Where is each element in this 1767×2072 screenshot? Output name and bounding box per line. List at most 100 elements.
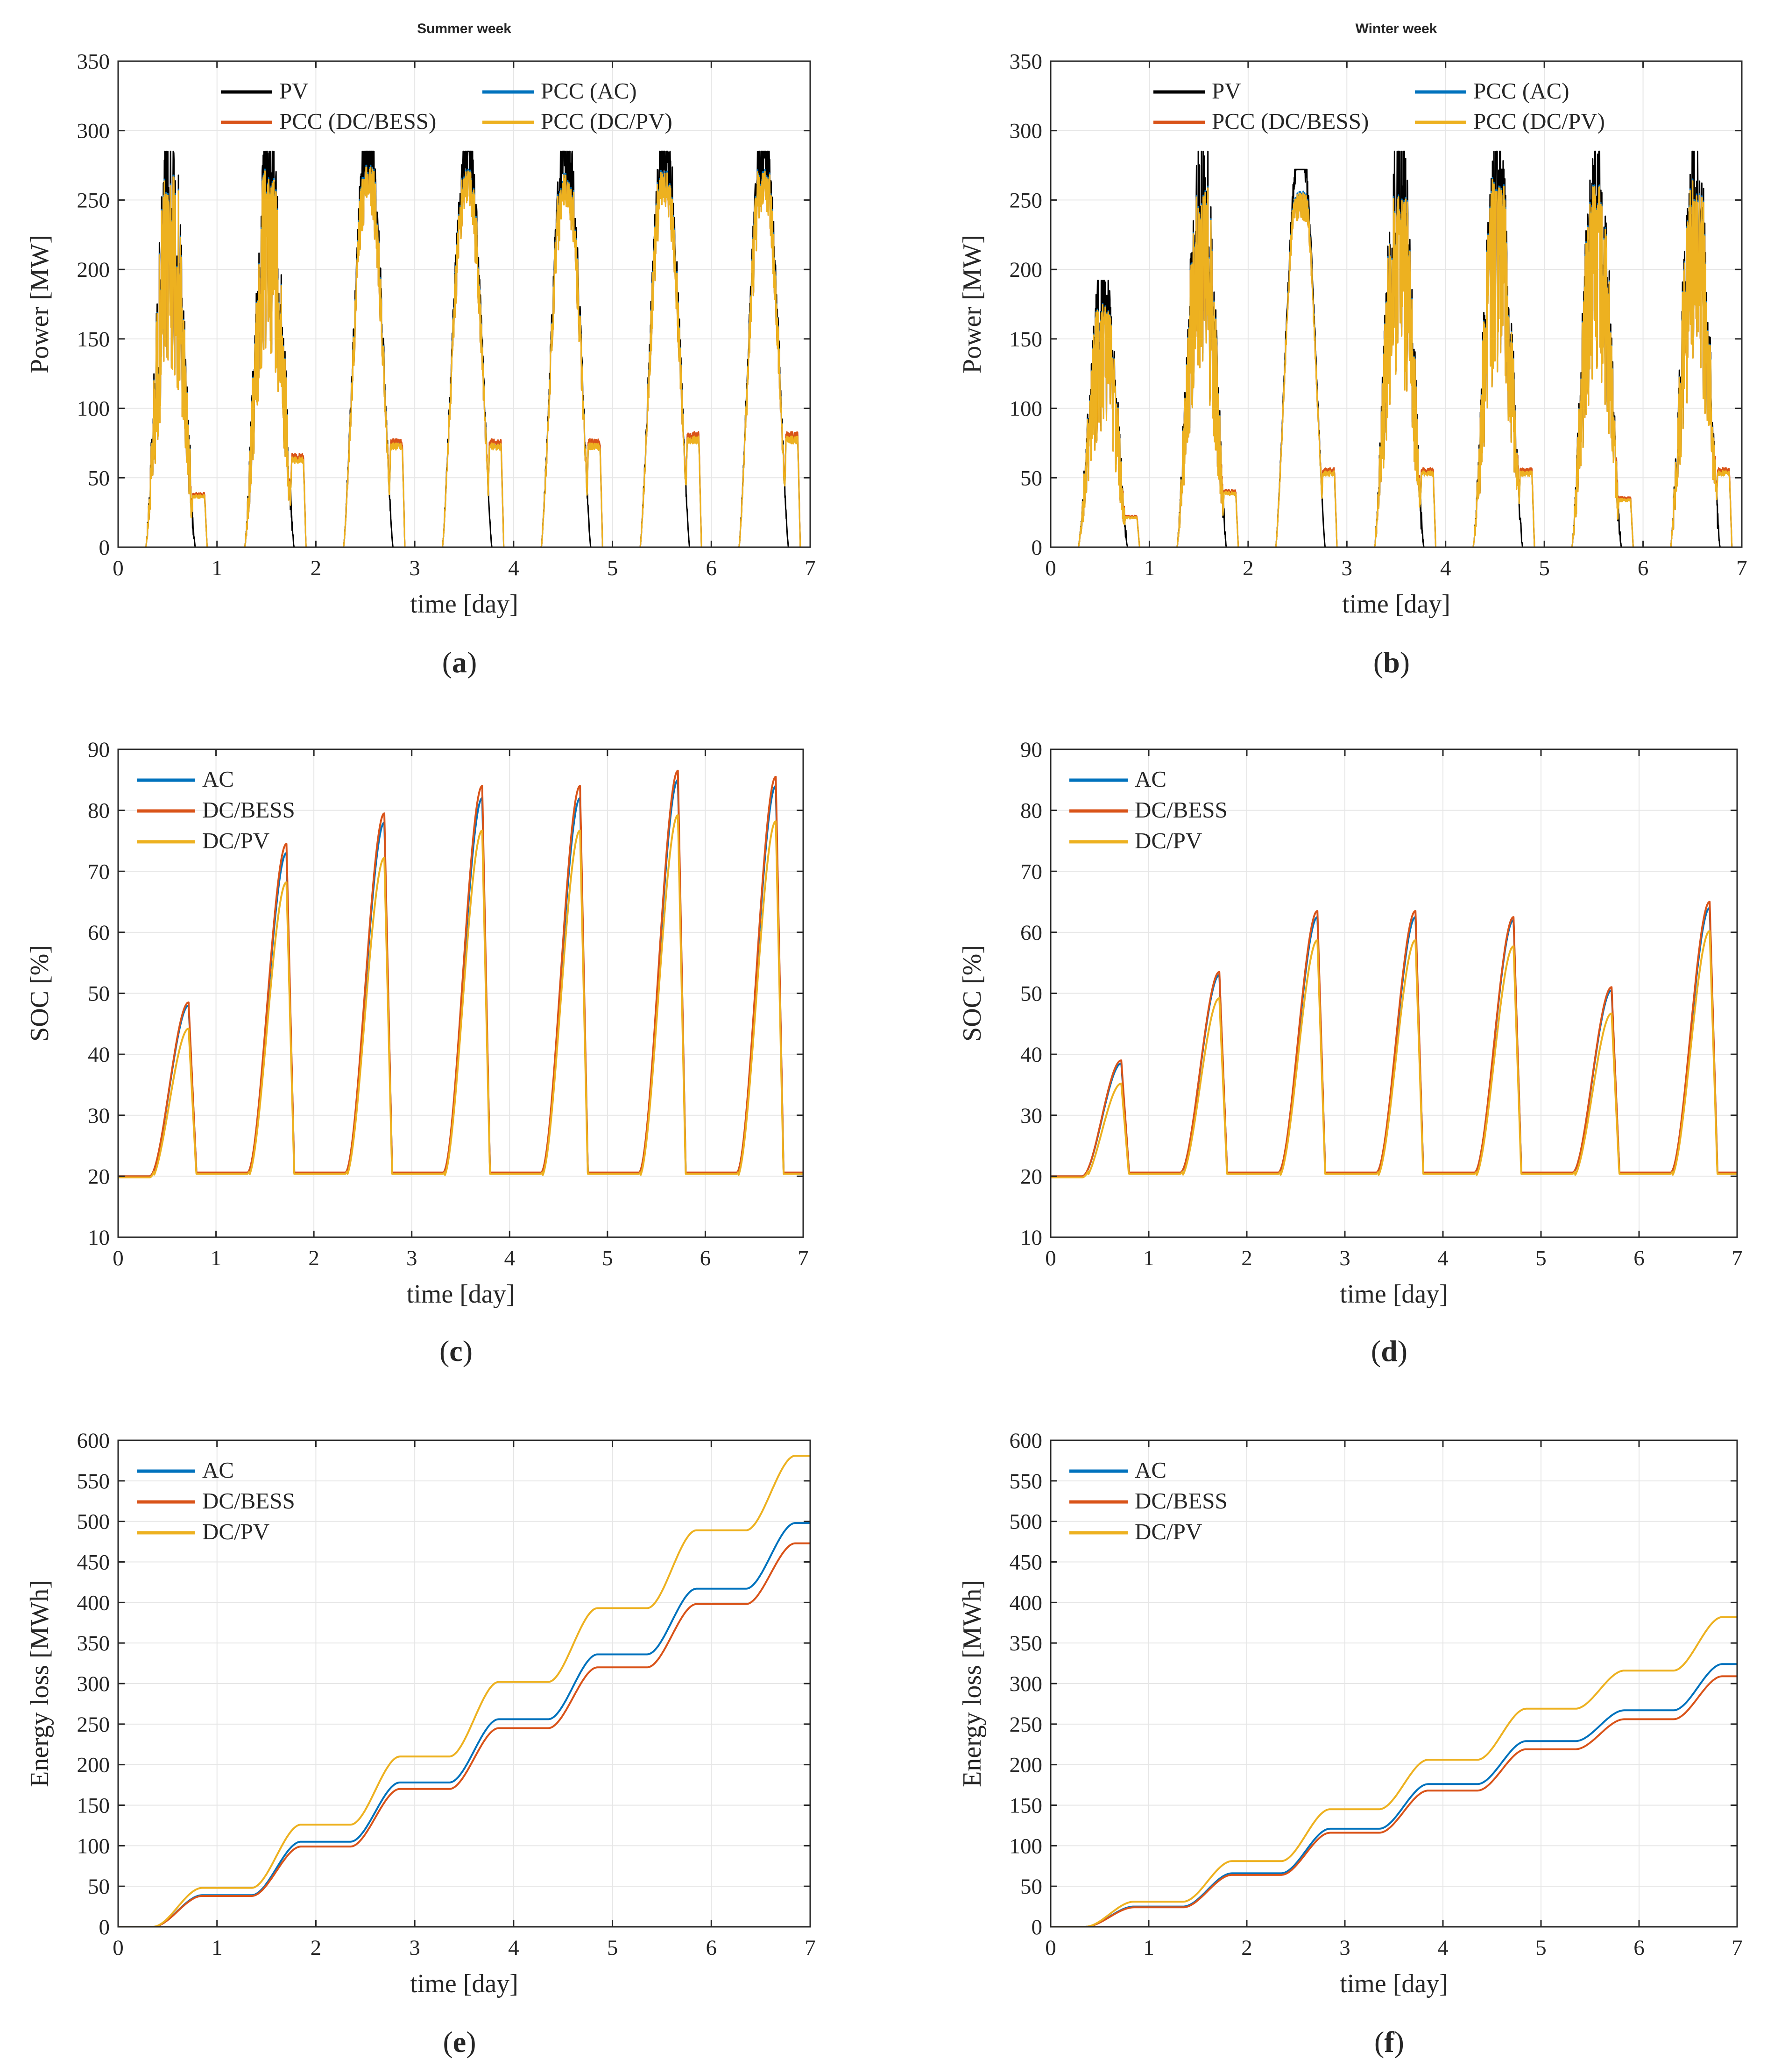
y-tick-label: 30 [1020, 1104, 1042, 1128]
y-tick-label: 60 [1020, 921, 1042, 945]
y-tick-label: 300 [1010, 1672, 1043, 1696]
legend-entry: AC [202, 1457, 234, 1483]
y-tick-label: 80 [1020, 799, 1042, 823]
y-tick-label: 10 [1020, 1226, 1042, 1250]
panel-d: 0 1 2 3 4 5 6 7 10 20 30 40 50 60 70 80 90 time [day] SOC … [958, 738, 1743, 1367]
panel-caption-letter: c [449, 1334, 462, 1367]
x-tick-label: 7 [805, 556, 816, 580]
x-tick-label: 4 [508, 556, 519, 580]
x-tick-label: 2 [308, 1246, 319, 1270]
x-axis-label: time [day] [407, 1280, 515, 1309]
legend-entry: PV [279, 78, 309, 104]
x-tick-label: 7 [1732, 1936, 1743, 1960]
y-tick-label: 100 [1010, 1834, 1043, 1858]
series-line-dc-bess [118, 769, 803, 1177]
y-tick-label: 450 [77, 1550, 110, 1575]
x-axis-label: time [day] [410, 1969, 518, 1998]
y-tick-label: 0 [99, 536, 110, 560]
x-tick-label: 7 [1736, 556, 1747, 580]
x-tick-label: 5 [607, 556, 618, 580]
x-tick-label: 3 [1342, 556, 1353, 580]
y-tick-label: 150 [1010, 327, 1043, 352]
x-tick-label: 1 [212, 556, 223, 580]
x-tick-label: 1 [212, 1936, 223, 1960]
series-line-dc-bess [118, 1542, 810, 1927]
x-tick-label: 7 [798, 1246, 809, 1270]
series-line-dc-pv [118, 1455, 810, 1927]
x-tick-label: 7 [1732, 1246, 1743, 1270]
panel-caption: (c) [439, 1334, 473, 1367]
x-tick-label: 0 [113, 1246, 124, 1270]
y-tick-label: 50 [88, 982, 110, 1006]
x-tick-label: 2 [311, 1936, 322, 1960]
legend-entry: PCC (AC) [1473, 78, 1569, 104]
y-axis-label: Power [MW] [958, 235, 987, 374]
y-axis-label: Power [MW] [25, 235, 54, 374]
panel-caption-letter: b [1383, 646, 1400, 679]
series-line-dc-pv [1051, 930, 1737, 1178]
y-tick-label: 250 [1010, 188, 1043, 212]
x-tick-label: 1 [1144, 556, 1155, 580]
y-tick-label: 50 [1020, 982, 1042, 1006]
x-tick-label: 3 [406, 1246, 417, 1270]
x-tick-label: 3 [1339, 1246, 1350, 1270]
y-tick-label: 350 [77, 49, 110, 74]
x-tick-label: 1 [1143, 1936, 1154, 1960]
y-tick-label: 500 [1010, 1510, 1043, 1534]
y-tick-label: 100 [77, 1834, 110, 1858]
legend-entry: AC [1135, 1457, 1166, 1483]
x-tick-label: 5 [1535, 1246, 1547, 1270]
y-tick-label: 400 [1010, 1591, 1043, 1615]
legend: AC DC/BESS DC/PV [1069, 766, 1228, 853]
panel-caption-letter: e [453, 2025, 466, 2058]
y-tick-label: 90 [88, 738, 110, 762]
y-tick-label: 50 [1020, 1875, 1042, 1899]
legend-entry: PCC (DC/PV) [1473, 108, 1605, 134]
x-tick-label: 6 [1633, 1936, 1645, 1960]
panel-e: 0 1 2 3 4 5 6 7 0 50 100 150 200 250 300 350 400 450 500 55… [25, 1429, 816, 2058]
x-tick-label: 1 [211, 1246, 222, 1270]
y-tick-label: 50 [1020, 466, 1042, 490]
x-axis-label: time [day] [410, 590, 518, 619]
y-tick-label: 70 [1020, 860, 1042, 884]
series-line-dc-pv [1051, 1616, 1737, 1927]
y-tick-label: 70 [88, 860, 110, 884]
y-tick-label: 40 [1020, 1043, 1042, 1067]
y-tick-label: 300 [77, 119, 110, 143]
series-line-dc-pv [118, 814, 803, 1178]
y-tick-label: 300 [1010, 119, 1043, 143]
plot-area [118, 61, 810, 547]
y-tick-label: 400 [77, 1591, 110, 1615]
y-tick-label: 250 [77, 1713, 110, 1737]
x-tick-label: 4 [1437, 1246, 1449, 1270]
panel-caption-letter: f [1384, 2025, 1394, 2058]
y-tick-label: 10 [88, 1226, 110, 1250]
x-tick-label: 4 [504, 1246, 516, 1270]
x-tick-label: 0 [113, 556, 124, 580]
y-tick-label: 100 [1010, 397, 1043, 421]
legend-entry: AC [1135, 766, 1166, 792]
y-tick-label: 40 [88, 1043, 110, 1067]
panel-caption: (b) [1373, 646, 1410, 679]
x-tick-label: 6 [706, 556, 717, 580]
x-tick-label: 5 [602, 1246, 613, 1270]
x-tick-label: 3 [409, 556, 420, 580]
y-axis-label: Energy loss [MWh] [25, 1580, 54, 1787]
legend: AC DC/BESS DC/PV [137, 766, 295, 853]
legend-entry: PCC (DC/BESS) [1212, 108, 1369, 134]
legend-entry: DC/PV [1135, 1519, 1202, 1544]
legend-entry: DC/PV [202, 828, 269, 853]
x-tick-label: 4 [508, 1936, 519, 1960]
x-tick-label: 0 [1045, 1936, 1056, 1960]
legend-entry: DC/PV [1135, 828, 1202, 853]
y-tick-label: 80 [88, 799, 110, 823]
x-tick-label: 0 [113, 1936, 124, 1960]
x-tick-label: 4 [1440, 556, 1451, 580]
y-tick-label: 550 [77, 1469, 110, 1494]
y-axis-label: Energy loss [MWh] [958, 1580, 987, 1787]
y-tick-label: 600 [77, 1429, 110, 1453]
y-tick-label: 20 [88, 1164, 110, 1189]
y-tick-label: 200 [1010, 1753, 1043, 1777]
chart-title: Winter week [1356, 21, 1437, 36]
